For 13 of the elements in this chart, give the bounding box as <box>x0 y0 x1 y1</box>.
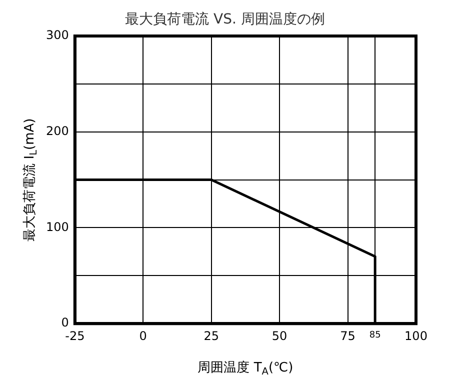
y-tick-label: 300 <box>46 28 69 42</box>
y-tick-label: 100 <box>46 220 69 234</box>
x-tick-label: 75 <box>340 328 356 343</box>
chart-title: 最大負荷電流 VS. 周囲温度の例 <box>125 12 325 28</box>
x-tick-label: 85 <box>369 330 381 340</box>
y-tick-label: 0 <box>61 316 69 330</box>
x-tick-label: 25 <box>204 328 219 343</box>
x-tick-label: 0 <box>139 328 147 343</box>
x-tick-label: -25 <box>65 328 85 343</box>
x-tick-label: 100 <box>404 328 428 343</box>
y-tick-label: 200 <box>46 124 69 138</box>
y-axis-title: 最大負荷電流 IL(mA) <box>21 118 40 242</box>
x-tick-label: 50 <box>272 328 288 343</box>
